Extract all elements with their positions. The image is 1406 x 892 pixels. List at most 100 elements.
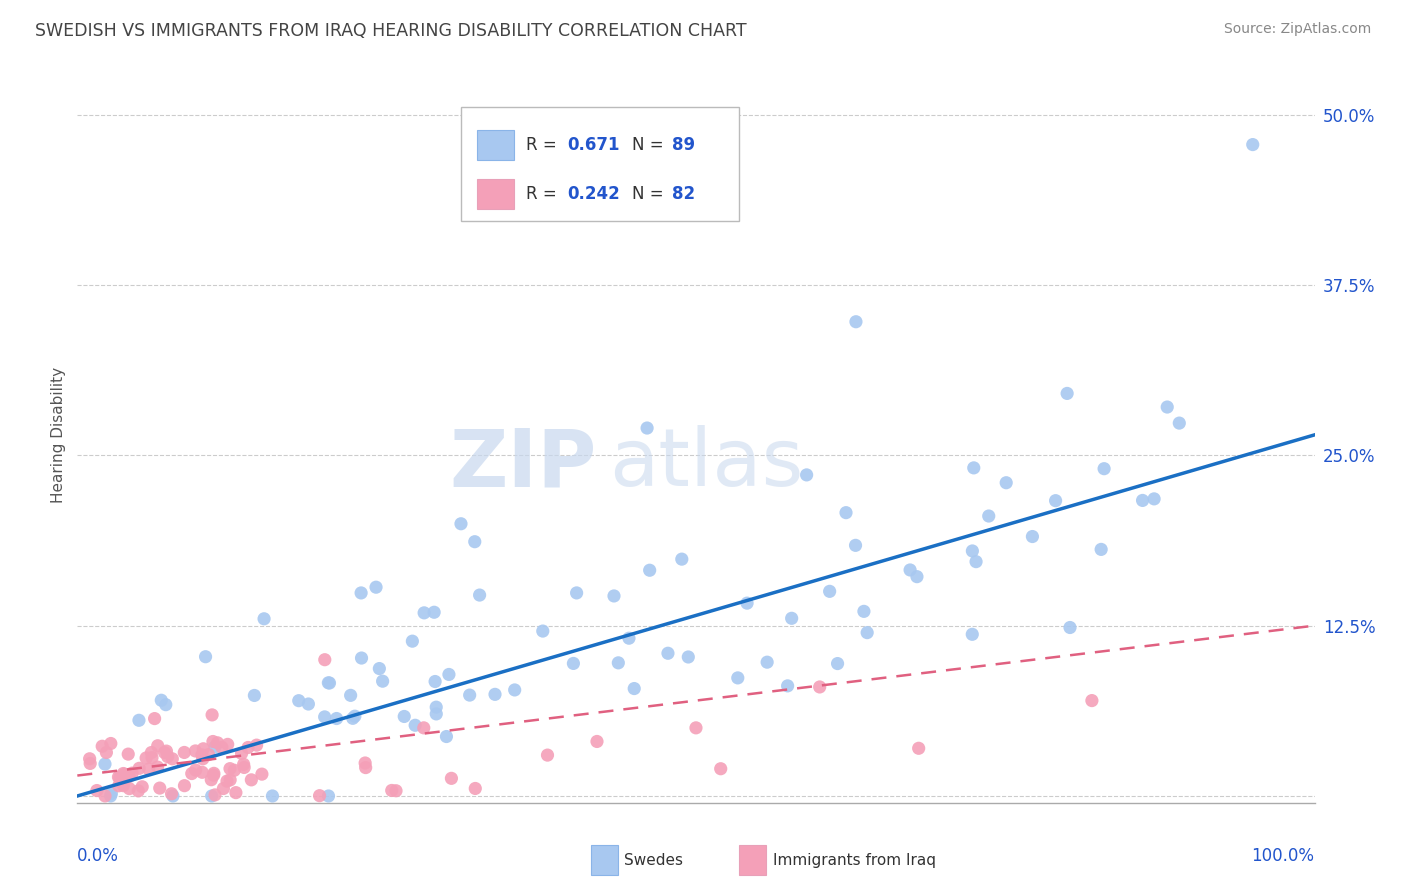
Point [211, 740, 233, 755]
Point [149, 781, 172, 796]
Point [180, 766, 202, 780]
Point [155, 698, 177, 712]
Point [314, 653, 336, 667]
Point [108, 771, 131, 785]
Text: R =: R = [526, 186, 562, 203]
Point [965, 555, 987, 569]
Point [94, 757, 117, 772]
Point [112, 779, 135, 793]
Point [1056, 386, 1078, 401]
Point [141, 750, 163, 764]
Point [135, 751, 157, 765]
Point [565, 586, 588, 600]
Point [318, 789, 340, 803]
Point [678, 650, 700, 665]
Point [314, 710, 336, 724]
Point [79, 756, 101, 771]
Point [404, 718, 426, 732]
Point [385, 783, 408, 797]
Point [827, 657, 849, 671]
Point [342, 711, 364, 725]
Point [1132, 493, 1154, 508]
Y-axis label: Hearing Disability: Hearing Disability [51, 367, 66, 503]
Point [79, 752, 101, 766]
Point [184, 744, 207, 758]
Point [364, 580, 387, 594]
Point [394, 709, 416, 723]
Point [146, 760, 169, 774]
Point [636, 421, 658, 435]
Point [191, 747, 214, 762]
Point [219, 762, 242, 776]
Point [212, 781, 235, 796]
Point [1168, 416, 1191, 430]
Point [150, 693, 173, 707]
Point [162, 752, 184, 766]
Text: 100.0%: 100.0% [1251, 847, 1315, 865]
Point [160, 787, 183, 801]
Point [354, 756, 377, 770]
Point [100, 789, 122, 803]
Point [1090, 542, 1112, 557]
Point [464, 534, 486, 549]
Text: 0.242: 0.242 [567, 186, 620, 203]
Point [201, 707, 224, 722]
Point [156, 749, 179, 764]
Point [962, 544, 984, 558]
Point [818, 584, 841, 599]
Point [1092, 461, 1115, 475]
Point [727, 671, 749, 685]
Point [250, 767, 273, 781]
Point [844, 538, 866, 552]
Text: N =: N = [631, 136, 668, 154]
Point [114, 767, 136, 781]
Point [425, 706, 447, 721]
FancyBboxPatch shape [461, 107, 740, 221]
Point [114, 769, 136, 783]
Point [531, 624, 554, 638]
Point [401, 634, 423, 648]
Text: 89: 89 [672, 136, 696, 154]
Point [107, 779, 129, 793]
Point [94, 789, 117, 803]
Point [710, 762, 733, 776]
Point [371, 674, 394, 689]
Point [339, 689, 361, 703]
Point [603, 589, 626, 603]
Point [231, 747, 253, 761]
Point [155, 744, 177, 758]
Point [215, 774, 238, 789]
Point [464, 781, 486, 796]
Point [118, 781, 141, 796]
Text: 82: 82 [672, 186, 696, 203]
Point [1156, 400, 1178, 414]
Point [437, 667, 460, 681]
Point [562, 657, 585, 671]
Point [343, 709, 366, 723]
Point [325, 712, 347, 726]
Point [217, 738, 239, 752]
Point [232, 757, 254, 772]
Point [297, 697, 319, 711]
Point [623, 681, 645, 696]
Point [308, 789, 330, 803]
Point [671, 552, 693, 566]
Point [173, 779, 195, 793]
Point [138, 762, 160, 776]
Text: atlas: atlas [609, 425, 804, 503]
Point [617, 631, 640, 645]
Point [207, 736, 229, 750]
Point [201, 734, 224, 748]
Point [1081, 693, 1104, 707]
Point [112, 766, 135, 780]
Point [638, 563, 661, 577]
Point [856, 625, 879, 640]
Point [995, 475, 1018, 490]
Point [423, 674, 446, 689]
Point [607, 656, 630, 670]
Point [162, 789, 184, 803]
Text: ZIP: ZIP [450, 425, 598, 503]
Point [194, 649, 217, 664]
Point [350, 586, 373, 600]
Point [204, 739, 226, 754]
